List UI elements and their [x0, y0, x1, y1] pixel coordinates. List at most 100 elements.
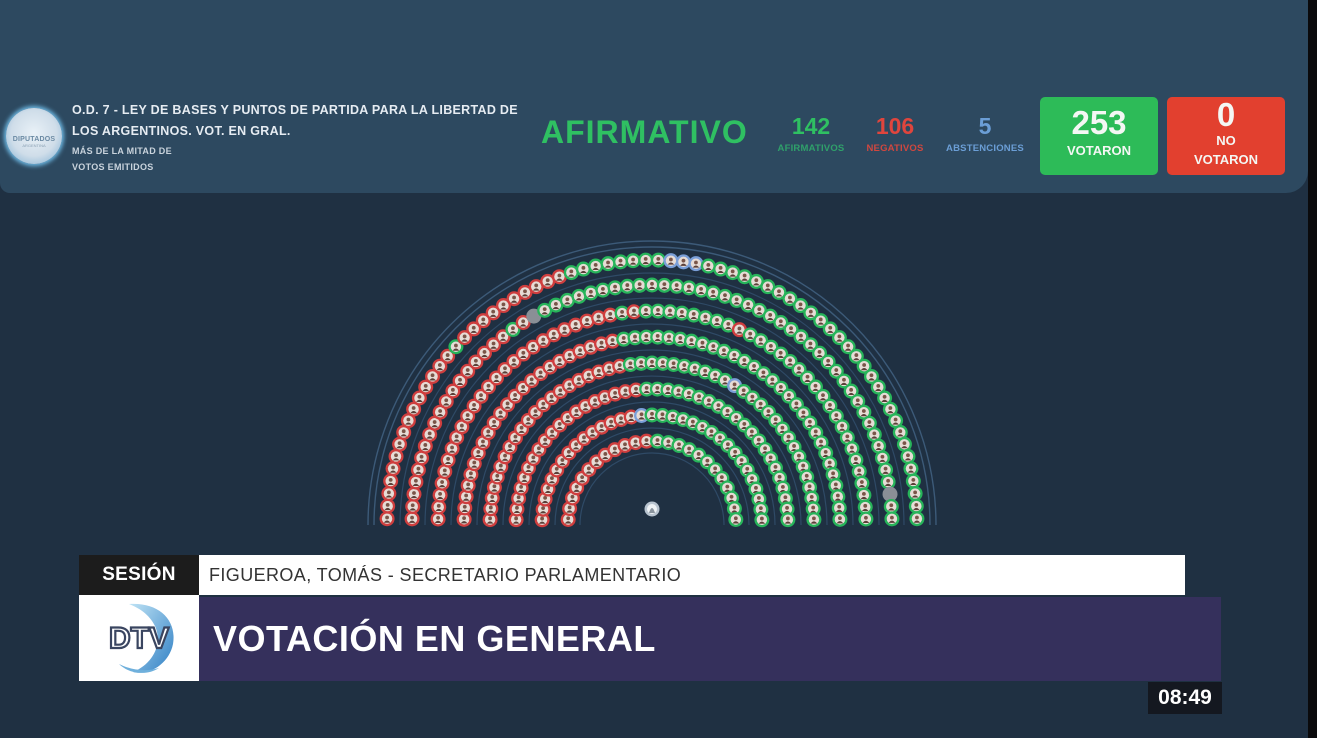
seat	[404, 511, 420, 527]
seat	[740, 297, 756, 313]
seat	[805, 501, 821, 517]
seat	[625, 253, 641, 269]
seat	[848, 452, 864, 468]
diputados-logo: DIPUTADOS ARGENTINA	[6, 108, 62, 164]
seat	[709, 313, 725, 329]
seat	[633, 355, 649, 371]
row-guide-arc	[502, 375, 802, 526]
seat	[717, 288, 733, 304]
seat	[880, 474, 896, 490]
svg-text:DTV: DTV	[109, 622, 169, 655]
seat	[686, 307, 702, 323]
not-voted-label-2: VOTARON	[1193, 152, 1259, 167]
not-voted-count: 0	[1216, 96, 1236, 133]
row-guide-arc	[424, 297, 880, 526]
seat	[877, 390, 893, 406]
stat-label: NEGATIVOS	[866, 143, 924, 154]
seat	[638, 303, 654, 319]
hemicycle-svg	[367, 240, 937, 528]
seat	[540, 273, 556, 289]
seat	[622, 356, 638, 372]
voted-label: VOTARON	[1066, 143, 1132, 158]
seat	[457, 500, 473, 516]
seat	[632, 277, 648, 293]
seat	[874, 450, 890, 466]
seat	[431, 499, 447, 515]
seat	[883, 498, 899, 514]
majority-rule-line1: MÁS DE LA MITAD DE	[72, 146, 172, 156]
seat	[858, 511, 874, 527]
seat	[392, 436, 408, 452]
logo-text: DIPUTADOS	[12, 136, 56, 143]
seat	[563, 265, 579, 281]
vote-header-panel: DIPUTADOS ARGENTINA O.D. 7 - LEY DE BASE…	[0, 0, 1308, 193]
seat	[427, 415, 443, 431]
seat	[506, 291, 522, 307]
headline-bar: VOTACIÓN EN GENERAL	[199, 597, 1221, 681]
seat	[697, 310, 713, 326]
dtv-logo: DTV	[79, 595, 199, 681]
seat	[383, 473, 399, 489]
seat	[627, 330, 643, 346]
seat	[656, 277, 672, 293]
seat	[571, 288, 587, 304]
seat	[430, 511, 446, 527]
seat	[662, 304, 678, 320]
stat-negativos: 106 NEGATIVOS	[862, 112, 928, 154]
vote-result: AFIRMATIVO	[541, 114, 748, 150]
seat	[870, 379, 886, 395]
seat	[729, 292, 745, 308]
seat	[831, 330, 847, 346]
seat	[542, 359, 558, 375]
seat	[575, 261, 591, 277]
seat	[728, 512, 744, 528]
seat	[681, 280, 697, 296]
screen-edge	[1308, 0, 1317, 738]
seat	[579, 313, 595, 329]
seat	[560, 512, 576, 528]
seat	[884, 511, 900, 527]
seat	[639, 433, 655, 449]
row-guide-arc	[399, 272, 905, 526]
seat	[583, 285, 599, 301]
seat	[674, 305, 690, 321]
seat	[551, 269, 567, 285]
seat	[661, 330, 677, 346]
stat-label: ABSTENCIONES	[946, 143, 1024, 154]
seat	[671, 384, 687, 400]
seat	[537, 302, 553, 318]
seat	[414, 450, 430, 466]
seat	[871, 438, 887, 454]
seat	[495, 298, 511, 314]
seat	[844, 441, 860, 457]
seat	[693, 282, 709, 298]
seat	[700, 258, 716, 274]
seat	[595, 282, 611, 298]
president-seat	[644, 501, 660, 517]
seat	[517, 284, 533, 300]
seat	[760, 279, 776, 295]
not-voted-count-box: 0 NO VOTARON	[1167, 97, 1285, 175]
seat	[857, 499, 873, 515]
seat	[588, 258, 604, 274]
seat	[737, 269, 753, 285]
seat	[437, 464, 453, 480]
seat	[418, 379, 434, 395]
seat	[628, 435, 644, 451]
seat	[406, 401, 422, 417]
seat	[905, 473, 921, 489]
seat	[649, 433, 665, 449]
stat-value: 142	[791, 113, 831, 139]
seat	[528, 279, 544, 295]
seat	[405, 498, 421, 514]
seat	[888, 413, 904, 429]
seat	[614, 305, 630, 321]
seat	[432, 487, 448, 503]
stat-value: 5	[978, 113, 992, 139]
seat	[726, 501, 742, 517]
seat	[410, 462, 426, 478]
session-tag: SESIÓN	[79, 555, 199, 595]
seat	[830, 489, 846, 505]
seat	[434, 475, 450, 491]
